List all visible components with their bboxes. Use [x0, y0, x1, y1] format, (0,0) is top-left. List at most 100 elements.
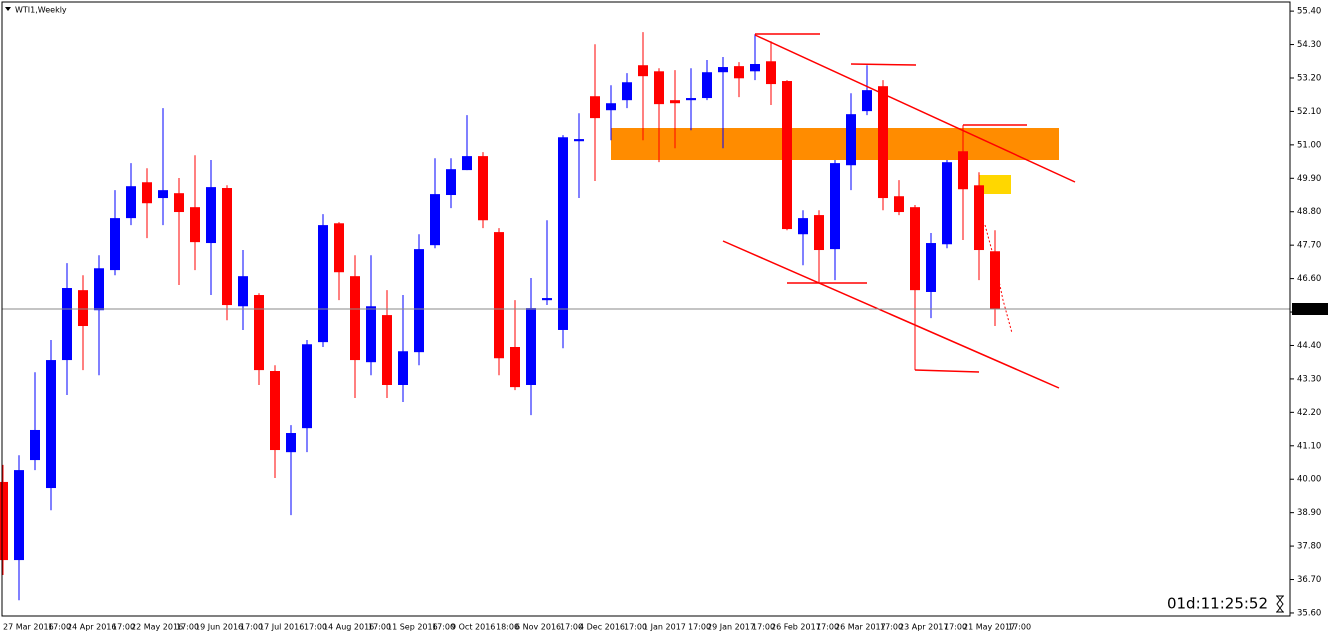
projection-line	[984, 224, 1013, 334]
y-tick-label: 43.30	[1297, 374, 1321, 384]
zones	[611, 128, 1059, 194]
candle-body	[942, 162, 952, 245]
chart-title: WTI1,Weekly	[15, 6, 67, 15]
x-tick-label: 26 Feb 2017	[771, 623, 821, 632]
candle-body	[0, 481, 8, 561]
candle-body	[270, 371, 280, 451]
candle-body	[846, 114, 856, 166]
x-tick-label: 27 Mar 2016	[3, 623, 54, 632]
candle-body	[974, 185, 984, 251]
candle-body	[446, 169, 456, 196]
axes: 35.60 36.70 37.80 38.90 40.00 41.10 42.20 43.30…	[2, 7, 1328, 632]
y-tick-label: 47.70	[1297, 241, 1321, 251]
candle-body	[718, 67, 728, 73]
candle-body	[142, 182, 152, 204]
candle-body	[958, 151, 968, 190]
x-tick-label: 17:00	[624, 623, 647, 632]
candle-body	[798, 218, 808, 235]
x-tick-label: 24 Apr 2016	[67, 623, 116, 632]
candle-body	[558, 137, 568, 330]
candle-body	[574, 139, 584, 142]
y-tick-label: 37.80	[1297, 542, 1321, 552]
x-tick-label: 17:00	[176, 623, 199, 632]
candle-body	[366, 306, 376, 363]
target-zone	[979, 175, 1011, 194]
trend-line	[754, 34, 1076, 183]
candle-body	[990, 251, 1000, 309]
candle-body	[30, 429, 40, 461]
candle-body	[510, 346, 520, 388]
candle-body	[126, 186, 136, 219]
bar-timer: 01d:11:25:52	[1167, 595, 1268, 613]
x-tick-label: 22 May 2016	[131, 623, 183, 632]
y-tick-label: 49.90	[1297, 174, 1321, 184]
candle-body	[926, 243, 936, 292]
resistance-zone	[611, 128, 1059, 160]
candle-body	[654, 71, 664, 105]
current-price-label: 45.60	[1296, 305, 1320, 315]
y-tick-label: 54.30	[1297, 40, 1321, 50]
hourglass-icon	[1276, 595, 1284, 613]
x-tick-label: 9 Oct 2016	[451, 623, 495, 632]
candle-body	[782, 81, 792, 230]
candle-body	[462, 156, 472, 171]
x-tick-label: 17:00	[368, 623, 391, 632]
y-tick-label: 48.80	[1297, 207, 1321, 217]
candle-body	[318, 225, 328, 343]
x-tick-label: 17:00	[752, 623, 775, 632]
y-tick-label: 51.00	[1297, 140, 1321, 150]
candle-body	[494, 232, 504, 359]
current-price-box	[1292, 303, 1328, 315]
y-tick-label: 52.10	[1297, 107, 1321, 117]
x-tick-label: 18:00	[496, 623, 519, 632]
level-line	[850, 63, 917, 66]
candle-body	[110, 218, 120, 271]
y-tick-label: 36.70	[1297, 575, 1321, 585]
menu-arrow	[5, 7, 11, 11]
candle-body	[414, 249, 424, 353]
candle-body	[702, 72, 712, 99]
x-tick-label: 17:00	[1008, 623, 1031, 632]
candle-body	[766, 61, 776, 85]
candle-body	[62, 288, 72, 361]
trend-line	[722, 240, 1060, 389]
candle-body	[590, 96, 600, 119]
candle-body	[606, 103, 616, 111]
candle-body	[638, 65, 648, 77]
level-line	[914, 369, 980, 373]
candle-body	[94, 268, 104, 311]
y-tick-label: 53.20	[1297, 73, 1321, 83]
y-tick-label: 38.90	[1297, 508, 1321, 518]
drawings	[722, 33, 1076, 389]
x-tick-label: 17:00	[112, 623, 135, 632]
candle-body	[894, 196, 904, 213]
candle-body	[398, 351, 408, 385]
candle-body	[174, 193, 184, 213]
candle-body	[78, 290, 88, 327]
candle-body	[734, 66, 744, 79]
candle-body	[334, 223, 344, 273]
y-tick-label: 41.10	[1297, 441, 1321, 451]
candle-body	[14, 470, 24, 561]
x-tick-label: 17:00	[432, 623, 455, 632]
x-tick-label: 26 Mar 2017	[835, 623, 886, 632]
candle-body	[46, 360, 56, 489]
candle-body	[286, 433, 296, 453]
x-tick-label: 6 Nov 2016	[515, 623, 561, 632]
y-tick-label: 55.40	[1297, 7, 1321, 17]
candle-body	[190, 207, 200, 243]
candle-body	[910, 207, 920, 291]
y-tick-label: 42.20	[1297, 408, 1321, 418]
x-tick-label: 17:00	[880, 623, 903, 632]
x-tick-label: 4 Dec 2016	[579, 623, 625, 632]
x-tick-label: 17:00	[944, 623, 967, 632]
candle-body	[350, 276, 360, 361]
title-group: WTI1,Weekly	[5, 6, 67, 15]
x-tick-label: 17:00	[816, 623, 839, 632]
candle-body	[254, 295, 264, 371]
x-tick-label: 17:00	[560, 623, 583, 632]
candle-body	[382, 315, 392, 385]
candle-body	[430, 194, 440, 246]
